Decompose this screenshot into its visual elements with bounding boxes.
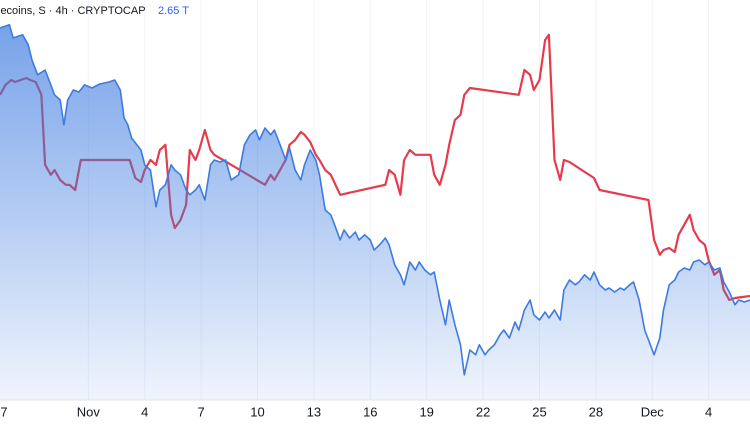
line xyxy=(0,24,750,376)
x-tick-label: 16 xyxy=(363,404,377,419)
x-axis: 7 Nov 4 7 10 13 16 19 22 25 28 Dec 4 xyxy=(0,404,712,419)
x-tick-label: 13 xyxy=(307,404,321,419)
x-tick-label: 7 xyxy=(198,404,205,419)
last-value: 2.65 T xyxy=(158,5,189,17)
chart-title: lecoins, S · 4h · CRYPTOCAP xyxy=(0,5,146,17)
x-tick-label: 4 xyxy=(705,404,712,419)
x-tick-label: Nov xyxy=(77,404,101,419)
x-tick-label: 22 xyxy=(476,404,490,419)
x-tick-label: 28 xyxy=(589,404,603,419)
plot xyxy=(0,24,750,401)
x-tick-label: 25 xyxy=(532,404,546,419)
x-tick-label: 7 xyxy=(0,404,7,419)
x-tick-label: 4 xyxy=(141,404,148,419)
x-tick-label: Dec xyxy=(641,404,665,419)
x-tick-label: 10 xyxy=(250,404,264,419)
x-tick-label: 19 xyxy=(419,404,433,419)
